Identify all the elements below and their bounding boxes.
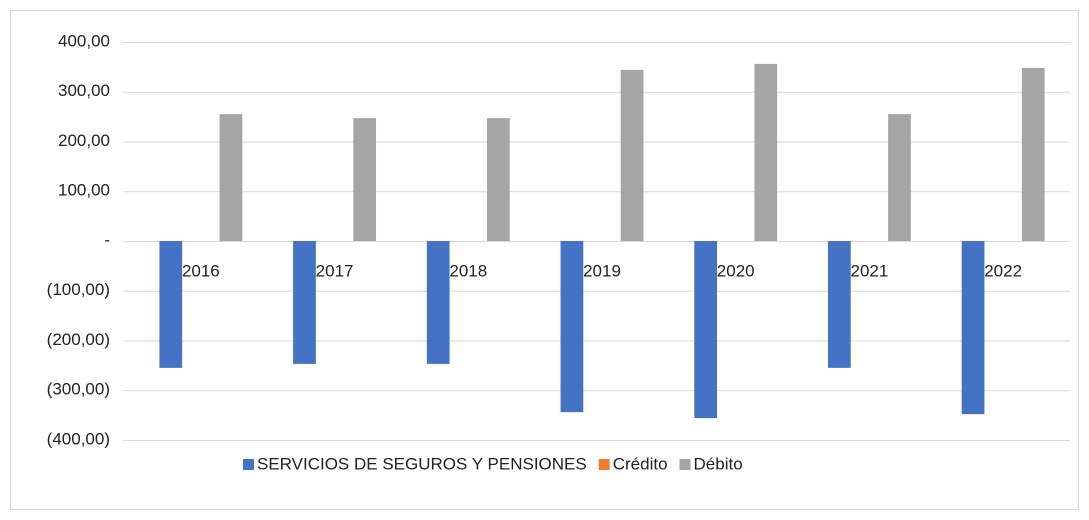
bar bbox=[694, 241, 717, 419]
y-tick-label: (400,00) bbox=[47, 429, 110, 448]
bar bbox=[293, 241, 316, 364]
bar bbox=[353, 118, 377, 241]
y-tick-label: (200,00) bbox=[47, 330, 110, 349]
y-tick-label: 200,00 bbox=[58, 131, 110, 150]
y-tick-label: 400,00 bbox=[58, 31, 110, 50]
y-tick-label: - bbox=[104, 230, 110, 249]
y-tick-label: 100,00 bbox=[58, 181, 110, 200]
chart-border bbox=[10, 10, 1079, 510]
bar bbox=[888, 114, 911, 241]
x-tick-label: 2017 bbox=[316, 261, 354, 280]
legend-label: Crédito bbox=[613, 454, 668, 473]
y-tick-label: 300,00 bbox=[58, 81, 110, 100]
bar bbox=[560, 241, 584, 413]
x-tick-label: 2020 bbox=[717, 261, 755, 280]
bar bbox=[219, 114, 243, 241]
bar bbox=[1021, 67, 1045, 242]
y-tick-label: (100,00) bbox=[47, 280, 110, 299]
legend-swatch bbox=[679, 459, 691, 470]
legend-label: Débito bbox=[694, 454, 743, 473]
bar bbox=[620, 69, 644, 241]
legend-swatch bbox=[243, 459, 254, 470]
bar bbox=[159, 241, 183, 368]
x-tick-label: 2018 bbox=[449, 261, 487, 280]
bar bbox=[487, 118, 510, 241]
x-tick-label: 2016 bbox=[182, 261, 220, 280]
x-tick-label: 2019 bbox=[583, 261, 621, 280]
bar bbox=[754, 63, 778, 241]
legend-label: SERVICIOS DE SEGUROS Y PENSIONES bbox=[257, 454, 587, 473]
legend-swatch bbox=[598, 459, 610, 470]
y-tick-label: (300,00) bbox=[47, 380, 110, 399]
bar bbox=[961, 241, 985, 415]
bar bbox=[827, 241, 851, 368]
x-tick-label: 2021 bbox=[851, 261, 889, 280]
x-tick-label: 2022 bbox=[984, 261, 1022, 280]
bar bbox=[426, 241, 450, 364]
